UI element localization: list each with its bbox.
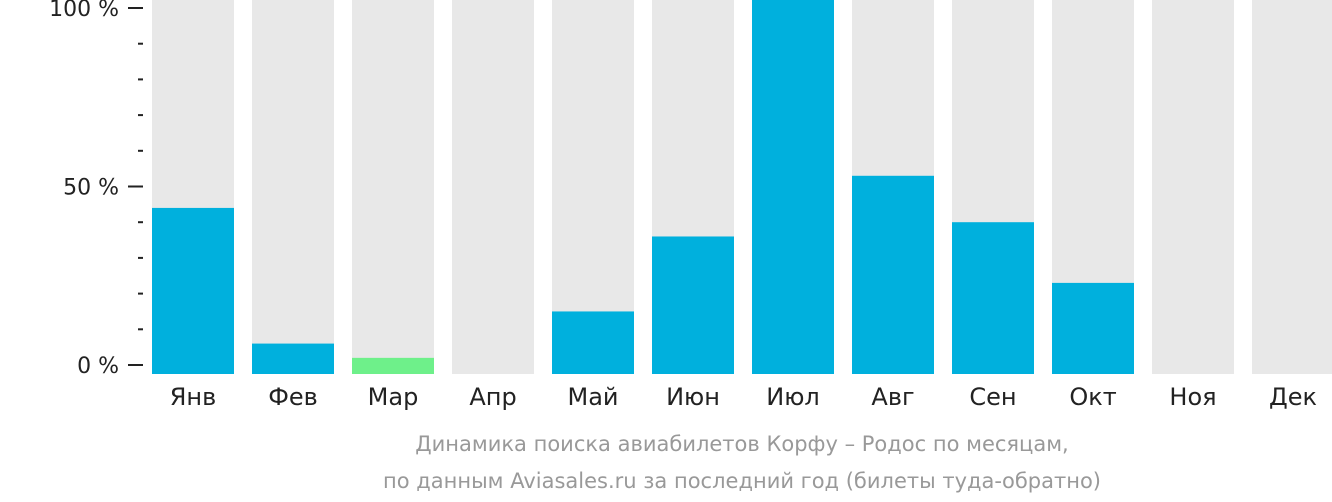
bar-5 [552,311,634,374]
bar-6 [652,236,734,374]
x-tick-label-4: Апр [469,383,516,411]
x-tick-label-1: Янв [170,383,217,411]
bar-9 [952,222,1034,374]
x-tick-label-5: Май [567,383,618,411]
y-axis: 0 % 50 % 100 % [49,0,143,379]
x-tick-label-7: Июл [766,383,820,411]
bar-4-background [452,0,534,374]
x-tick-label-2: Фев [268,383,318,411]
caption-line-1: Динамика поиска авиабилетов Корфу – Родо… [415,432,1069,456]
y-tick-label-1: 0 % [77,354,119,379]
y-tick-label-3: 100 % [49,0,119,22]
x-tick-label-10: Окт [1069,383,1116,411]
caption-line-2: по данным Aviasales.ru за последний год … [383,469,1101,493]
bar-7 [752,0,834,374]
background-bars [152,0,1332,374]
bar-2 [252,343,334,374]
bar-2-background [252,0,334,374]
y-tick-label-2: 50 % [63,176,119,201]
x-tick-label-12: Дек [1269,383,1317,411]
bar-1 [152,207,234,374]
bar-12-background [1252,0,1332,374]
bar-10 [1052,282,1134,374]
bar-11-background [1152,0,1234,374]
bar-3-background [352,0,434,374]
x-tick-label-9: Сен [969,383,1016,411]
x-tick-label-8: Авг [871,383,914,411]
bar-8 [852,175,934,374]
x-tick-label-6: Июн [666,383,720,411]
bar-3 [352,357,434,374]
x-axis-labels: Янв Фев Мар Апр Май Июн Июл Авг Сен Окт Ноя Дек [170,383,1317,411]
x-tick-label-11: Ноя [1169,383,1216,411]
x-tick-label-3: Мар [368,383,419,411]
data-bars [152,0,1134,374]
